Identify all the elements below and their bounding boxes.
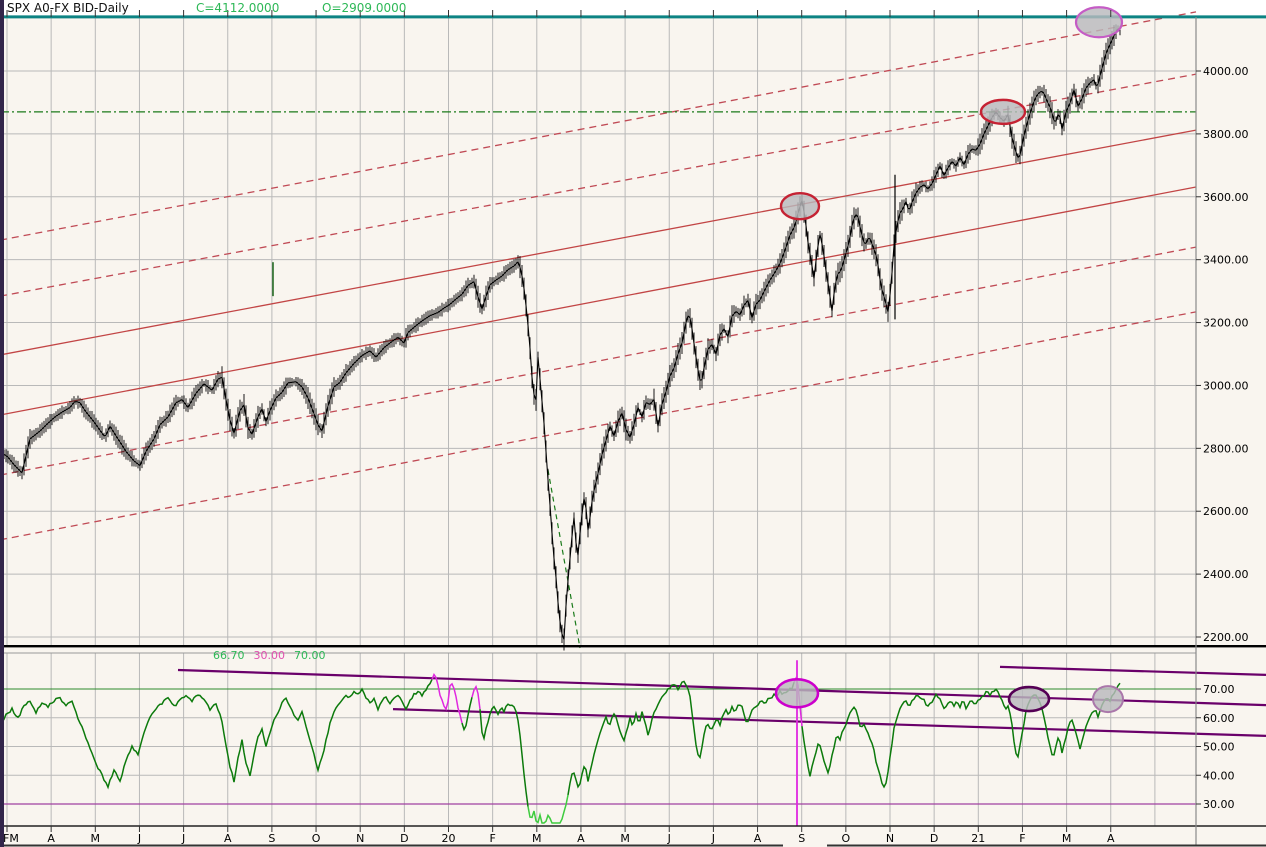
y-axis-price-label: 3400.00: [1203, 254, 1249, 267]
panel-separator: [0, 645, 1266, 648]
axis-ticks: [6, 10, 1201, 832]
y-axis-price-label: 3000.00: [1203, 379, 1249, 392]
x-axis-month-label: A: [754, 832, 762, 845]
x-axis-month-label: A: [1107, 832, 1115, 845]
rsi-purple-trendline: [999, 665, 1266, 677]
x-axis-month-label: F: [489, 832, 495, 845]
x-axis-month-label: M: [532, 832, 542, 845]
rsi-purple-trendline: [392, 708, 1266, 737]
x-axis-month-label: S: [268, 832, 275, 845]
annotation-ellipse: [779, 192, 821, 221]
y-axis-rsi-label: 50.00: [1203, 741, 1235, 754]
x-axis-month-label: A: [47, 832, 55, 845]
rsi-series: [0, 673, 1121, 824]
y-axis-rsi-label: 70.00: [1203, 683, 1235, 696]
y-axis-rsi-label: 60.00: [1203, 712, 1235, 725]
symbol-title: SPX A0-FX BID-Daily: [7, 1, 129, 15]
x-axis-month-label: J: [137, 832, 141, 845]
x-axis-month-label: 21: [971, 832, 985, 845]
x-axis-month-label: M: [620, 832, 630, 845]
crash-trendline: [547, 469, 581, 649]
y-axis-price-label: 4000.00: [1203, 65, 1249, 78]
x-axis-month-label: S: [798, 832, 805, 845]
x-axis-month-label: N: [356, 832, 364, 845]
annotation-ellipse: [979, 98, 1027, 126]
y-axis-price-label: 2200.00: [1203, 631, 1249, 644]
y-axis-price-label: 2600.00: [1203, 505, 1249, 518]
x-axis-month-label: O: [842, 832, 851, 845]
y-axis-price-label: 3600.00: [1203, 191, 1249, 204]
x-axis-month-label: D: [930, 832, 938, 845]
x-axis-month-label: F: [1019, 832, 1025, 845]
title-bar: SPX A0-FX BID-Daily C=4112.0000 O=2909.0…: [0, 0, 1266, 17]
rsi-lower-level-label: 30.00: [253, 649, 286, 662]
x-axis-month-label: FM: [3, 832, 19, 845]
x-axis-month-label: 20: [442, 832, 456, 845]
price-line: [0, 27, 1121, 640]
annotation-ellipse: [774, 678, 820, 709]
y-axis-price-label: 2400.00: [1203, 568, 1249, 581]
y-axis-price-label: 3200.00: [1203, 317, 1249, 330]
open-value-label: O=2909.0000: [322, 1, 407, 15]
y-axis-rsi-label: 40.00: [1203, 769, 1235, 782]
y-axis-price-label: 2800.00: [1203, 442, 1249, 455]
indicator-params-label: 66.70 30.00 70.00: [213, 650, 335, 662]
y-axis-rsi-label: 30.00: [1203, 798, 1235, 811]
x-axis-month-label: D: [400, 832, 408, 845]
annotation-ellipse: [1092, 685, 1124, 714]
y-axis-price-label: 3800.00: [1203, 128, 1249, 141]
x-axis-month-label: M: [91, 832, 101, 845]
rsi-current-value: 66.70: [213, 649, 245, 662]
x-axis-month-label: J: [181, 832, 185, 845]
x-axis-month-label: J: [667, 832, 671, 845]
annotation-ellipse: [1007, 685, 1051, 713]
x-axis-month-label: A: [577, 832, 585, 845]
x-axis-month-label: J: [711, 832, 715, 845]
window-left-border: [0, 0, 4, 847]
x-axis-month-label: N: [886, 832, 894, 845]
rsi-upper-level-label: 70.00: [294, 649, 326, 662]
x-axis-month-label: O: [312, 832, 321, 845]
x-axis-month-label: A: [224, 832, 232, 845]
rsi-purple-trendline: [177, 668, 1266, 707]
x-axis-month-label: M: [1062, 832, 1072, 845]
close-value-label: C=4112.0000: [196, 1, 280, 15]
